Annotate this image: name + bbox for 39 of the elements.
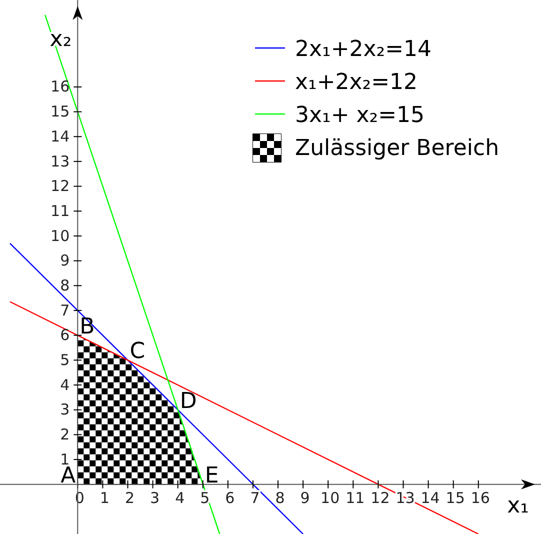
y-tick-label: 8 — [60, 276, 70, 294]
y-tick-label: 16 — [50, 78, 70, 96]
x-tick-label: 2 — [124, 488, 135, 507]
x-tick-label: 15 — [446, 488, 465, 507]
y-tick-label: 14 — [50, 127, 70, 146]
y-tick-label: 15 — [50, 102, 70, 121]
x-tick-label: 12 — [370, 488, 390, 507]
annotation: A — [60, 463, 76, 488]
x-tick-label: 16 — [470, 488, 490, 507]
x-tick-label: 6 — [225, 488, 235, 507]
y-tick-label: 9 — [60, 252, 70, 270]
y-tick-label: 7 — [60, 301, 70, 320]
annotation: E — [204, 463, 219, 488]
y-tick-label: 13 — [50, 152, 70, 170]
y-tick-label: 4 — [60, 376, 70, 394]
y-tick-label: 6 — [60, 326, 70, 344]
legend-label: 3x₁+ x₂=15 — [295, 103, 425, 128]
legend-label: 2x₁+2x₂=14 — [295, 37, 432, 62]
x-tick-label: 7 — [250, 488, 260, 507]
x-tick-label: 1 — [100, 488, 110, 507]
y-tick-label: 2 — [60, 425, 70, 444]
x-tick-label: 10 — [320, 488, 340, 507]
x-tick-label: 8 — [275, 488, 285, 507]
y-tick-label: 11 — [50, 202, 70, 220]
legend-label: Zulässiger Bereich — [295, 136, 500, 161]
x-tick-label: 3 — [150, 488, 160, 507]
annotation: D — [180, 388, 197, 414]
y-tick-label: 5 — [60, 350, 70, 369]
annotation: C — [130, 339, 146, 364]
x-axis-title: x₁ — [507, 493, 529, 518]
y-tick-label: 12 — [50, 177, 70, 196]
x-tick-label: 4 — [175, 488, 185, 507]
x-tick-label: 14 — [420, 488, 440, 507]
y-tick-label: 10 — [50, 226, 70, 245]
x-tick-label: 9 — [300, 488, 310, 507]
y-tick-label: 3 — [60, 400, 70, 419]
annotation: B — [80, 314, 95, 340]
legend-label: x₁+2x₂=12 — [295, 70, 418, 95]
x-tick-label: 11 — [346, 488, 365, 507]
